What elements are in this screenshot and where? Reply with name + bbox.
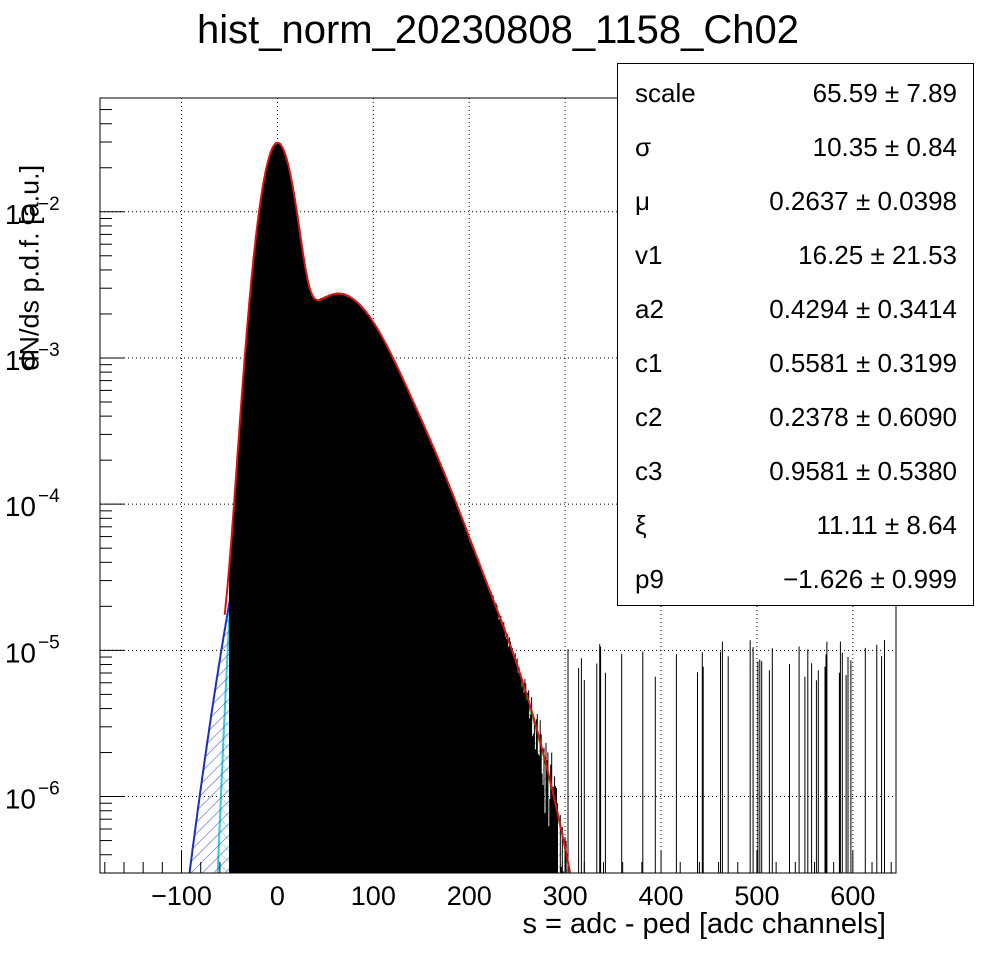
stat-row: c3 0.9581 ± 0.5380: [618, 444, 973, 498]
y-tick-base: 10: [5, 491, 36, 522]
y-tick-label: 10: [5, 784, 36, 815]
chart-title: hist_norm_20230808_1158_Ch02: [197, 8, 799, 52]
y-tick-label: 10: [5, 637, 36, 668]
stat-param-value: 0.4294 ± 0.3414: [769, 294, 957, 324]
stat-param-name: v1: [635, 240, 663, 270]
stat-param-value: 0.9581 ± 0.5380: [769, 456, 957, 486]
y-tick-label: 10: [5, 199, 36, 230]
y-tick-exponent: −6: [38, 779, 60, 800]
stat-param-value: 0.2637 ± 0.0398: [769, 186, 957, 216]
stat-param-name: ξ: [635, 510, 647, 540]
x-tick-label: −100: [151, 881, 212, 911]
stat-row: scale 65.59 ± 7.89: [618, 66, 973, 120]
x-tick-label: 500: [734, 881, 779, 911]
x-tick-label: 300: [543, 881, 588, 911]
stat-row: a2 0.4294 ± 0.3414: [618, 282, 973, 336]
stat-row: ξ 11.11 ± 8.64: [618, 498, 973, 552]
y-tick-base: 10: [5, 637, 36, 668]
stat-param-name: c1: [635, 348, 663, 378]
y-tick-exponent: −3: [38, 340, 60, 361]
stat-param-value: 0.5581 ± 0.3199: [769, 348, 957, 378]
x-tick-label: 600: [830, 881, 875, 911]
y-tick-exponent: −4: [38, 486, 60, 507]
y-tick-label: 10: [5, 491, 36, 522]
y-tick-exponent: −2: [38, 194, 60, 215]
plot-area: [188, 141, 885, 873]
y-tick-base: 10: [5, 784, 36, 815]
x-tick-label: 0: [270, 881, 285, 911]
x-tick-label: 200: [447, 881, 492, 911]
x-axis-label: s = adc - ped [adc channels]: [522, 908, 886, 940]
stat-param-value: 10.35 ± 0.84: [812, 132, 957, 162]
y-tick-label: 10: [5, 345, 36, 376]
stat-param-name: scale: [635, 78, 696, 108]
stat-param-name: σ: [635, 132, 652, 162]
y-tick-exponent: −5: [38, 632, 60, 653]
y-tick-base: 10: [5, 199, 36, 230]
stat-row: μ 0.2637 ± 0.0398: [618, 174, 973, 228]
stat-row: v1 16.25 ± 21.53: [618, 228, 973, 282]
fit-statistics-box: scale 65.59 ± 7.89 σ 10.35 ± 0.84 μ 0.2637 ± …: [617, 63, 974, 606]
y-axis-label: dN/ds p.d.f. [a.u.]: [14, 164, 45, 371]
stat-row: c2 0.2378 ± 0.6090: [618, 390, 973, 444]
stat-param-value: 0.2378 ± 0.6090: [769, 402, 957, 432]
stat-row: σ 10.35 ± 0.84: [618, 120, 973, 174]
y-tick-base: 10: [5, 345, 36, 376]
stat-param-name: a2: [635, 294, 664, 324]
histogram-bars: [229, 142, 885, 873]
stat-param-value: −1.626 ± 0.999: [782, 564, 957, 594]
stat-param-name: p9: [635, 564, 664, 594]
x-tick-label: 400: [639, 881, 684, 911]
total-fit-curve: [223, 141, 572, 873]
stat-param-value: 11.11 ± 8.64: [816, 510, 957, 540]
stat-param-name: c2: [635, 402, 663, 432]
stat-row: p9 −1.626 ± 0.999: [618, 552, 973, 606]
stat-param-value: 65.59 ± 7.89: [812, 78, 957, 108]
x-tick-label: 100: [351, 881, 396, 911]
stat-param-name: c3: [635, 456, 663, 486]
stat-param-name: μ: [635, 186, 650, 216]
stat-row: c1 0.5581 ± 0.3199: [618, 336, 973, 390]
stat-param-value: 16.25 ± 21.53: [798, 240, 957, 270]
